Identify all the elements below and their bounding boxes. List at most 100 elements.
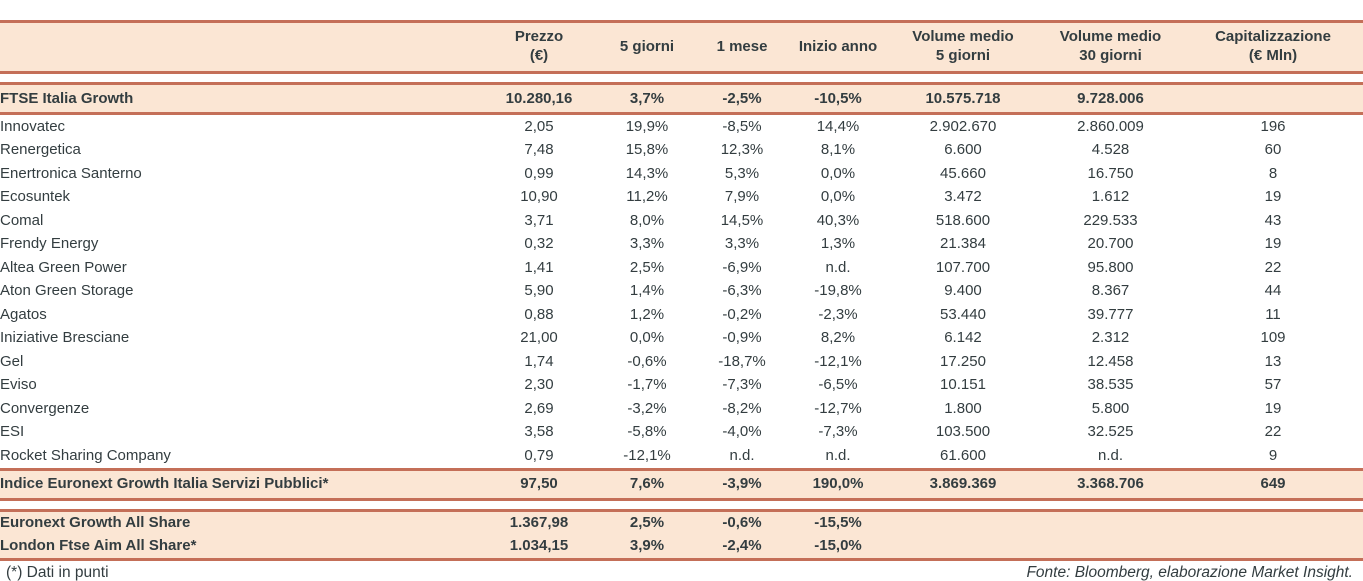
- value-cell: 5,90: [480, 279, 598, 303]
- value-cell: 1,74: [480, 350, 598, 374]
- row-name-cell: FTSE Italia Growth: [0, 82, 480, 115]
- value-cell: 8: [1183, 162, 1363, 186]
- value-cell: 43: [1183, 209, 1363, 233]
- value-cell: 10,90: [480, 185, 598, 209]
- value-cell: [888, 534, 1038, 561]
- value-cell: 2,05: [480, 113, 598, 139]
- table-row: Iniziative Bresciane 21,00 0,0% -0,9% 8,2% 6.…: [0, 326, 1363, 350]
- value-cell: 44: [1183, 279, 1363, 303]
- value-cell: -0,6%: [696, 508, 788, 535]
- table-row: Comal 3,71 8,0% 14,5% 40,3% 518.600 229.533 43: [0, 209, 1363, 233]
- value-cell: -2,5%: [696, 82, 788, 115]
- value-cell: 649: [1183, 467, 1363, 501]
- value-cell: 1,3%: [788, 232, 888, 256]
- value-cell: 6.600: [888, 138, 1038, 162]
- value-cell: 3,9%: [598, 534, 696, 561]
- table-row: Frendy Energy 0,32 3,3% 3,3% 1,3% 21.384 20.70…: [0, 232, 1363, 256]
- value-cell: n.d.: [788, 444, 888, 469]
- value-cell: -1,7%: [598, 373, 696, 397]
- value-cell: 10.575.718: [888, 82, 1038, 115]
- value-cell: 1.034,15: [480, 534, 598, 561]
- value-cell: 19: [1183, 185, 1363, 209]
- value-cell: 53.440: [888, 303, 1038, 327]
- value-cell: -12,7%: [788, 397, 888, 421]
- value-cell: 13: [1183, 350, 1363, 374]
- value-cell: 14,3%: [598, 162, 696, 186]
- value-cell: 6.142: [888, 326, 1038, 350]
- value-cell: 22: [1183, 420, 1363, 444]
- value-cell: 2,5%: [598, 508, 696, 535]
- row-name-cell: Eviso: [0, 373, 480, 397]
- value-cell: 1,4%: [598, 279, 696, 303]
- value-cell: -0,6%: [598, 350, 696, 374]
- value-cell: 32.525: [1038, 420, 1183, 444]
- value-cell: -2,4%: [696, 534, 788, 561]
- value-cell: [1183, 534, 1363, 561]
- spacer-cell: [0, 72, 1363, 84]
- column-header-5: Volume medio 5 giorni: [888, 20, 1038, 74]
- table-row: Euronext Growth All Share 1.367,98 2,5% -0,…: [0, 508, 1363, 535]
- value-cell: 38.535: [1038, 373, 1183, 397]
- value-cell: 2,30: [480, 373, 598, 397]
- value-cell: n.d.: [788, 256, 888, 280]
- value-cell: -6,3%: [696, 279, 788, 303]
- value-cell: 2.902.670: [888, 113, 1038, 139]
- value-cell: 40,3%: [788, 209, 888, 233]
- value-cell: -4,0%: [696, 420, 788, 444]
- value-cell: -15,0%: [788, 534, 888, 561]
- column-header-6: Volume medio 30 giorni: [1038, 20, 1183, 74]
- row-name-cell: Comal: [0, 209, 480, 233]
- spacer-row: [0, 499, 1363, 510]
- value-cell: 17.250: [888, 350, 1038, 374]
- table-body: FTSE Italia Growth 10.280,16 3,7% -2,5% -10,…: [0, 72, 1363, 561]
- value-cell: 45.660: [888, 162, 1038, 186]
- value-cell: -15,5%: [788, 508, 888, 535]
- column-header-1: Prezzo (€): [480, 20, 598, 74]
- market-table: Prezzo (€) 5 giorni 1 mese Inizio anno Volum…: [0, 20, 1363, 561]
- table-row: Aton Green Storage 5,90 1,4% -6,3% -19,8% 9.4…: [0, 279, 1363, 303]
- table-row: FTSE Italia Growth 10.280,16 3,7% -2,5% -10,…: [0, 82, 1363, 115]
- value-cell: 12,3%: [696, 138, 788, 162]
- value-cell: [1183, 82, 1363, 115]
- value-cell: 60: [1183, 138, 1363, 162]
- value-cell: 107.700: [888, 256, 1038, 280]
- value-cell: 1.800: [888, 397, 1038, 421]
- row-name-cell: Innovatec: [0, 113, 480, 139]
- value-cell: -12,1%: [788, 350, 888, 374]
- value-cell: -7,3%: [788, 420, 888, 444]
- value-cell: -6,9%: [696, 256, 788, 280]
- table-row: Convergenze 2,69 -3,2% -8,2% -12,7% 1.800 5.80…: [0, 397, 1363, 421]
- value-cell: 3,71: [480, 209, 598, 233]
- value-cell: 97,50: [480, 467, 598, 501]
- value-cell: 4.528: [1038, 138, 1183, 162]
- value-cell: 1,41: [480, 256, 598, 280]
- value-cell: -8,5%: [696, 113, 788, 139]
- value-cell: 3,3%: [696, 232, 788, 256]
- value-cell: 196: [1183, 113, 1363, 139]
- row-name-cell: Renergetica: [0, 138, 480, 162]
- value-cell: -0,9%: [696, 326, 788, 350]
- column-header-name: [0, 20, 480, 74]
- value-cell: 57: [1183, 373, 1363, 397]
- row-name-cell: Iniziative Bresciane: [0, 326, 480, 350]
- table-header-row: Prezzo (€) 5 giorni 1 mese Inizio anno Volum…: [0, 20, 1363, 74]
- source-note: Fonte: Bloomberg, elaborazione Market In…: [1026, 563, 1353, 581]
- table-footer: (*) Dati in punti Fonte: Bloomberg, elab…: [0, 561, 1363, 581]
- value-cell: 11: [1183, 303, 1363, 327]
- table-row: Renergetica 7,48 15,8% 12,3% 8,1% 6.600 4.528 6…: [0, 138, 1363, 162]
- value-cell: 19: [1183, 232, 1363, 256]
- value-cell: [1038, 534, 1183, 561]
- table-row: Enertronica Santerno 0,99 14,3% 5,3% 0,0% 45.…: [0, 162, 1363, 186]
- table-row: ESI 3,58 -5,8% -4,0% -7,3% 103.500 32.525 22: [0, 420, 1363, 444]
- value-cell: -3,9%: [696, 467, 788, 501]
- value-cell: 8,0%: [598, 209, 696, 233]
- value-cell: 0,0%: [788, 185, 888, 209]
- value-cell: 8,1%: [788, 138, 888, 162]
- value-cell: -5,8%: [598, 420, 696, 444]
- value-cell: -19,8%: [788, 279, 888, 303]
- value-cell: 3,58: [480, 420, 598, 444]
- value-cell: 1.612: [1038, 185, 1183, 209]
- table-row: Altea Green Power 1,41 2,5% -6,9% n.d. 107.70…: [0, 256, 1363, 280]
- value-cell: 0,32: [480, 232, 598, 256]
- row-name-cell: Frendy Energy: [0, 232, 480, 256]
